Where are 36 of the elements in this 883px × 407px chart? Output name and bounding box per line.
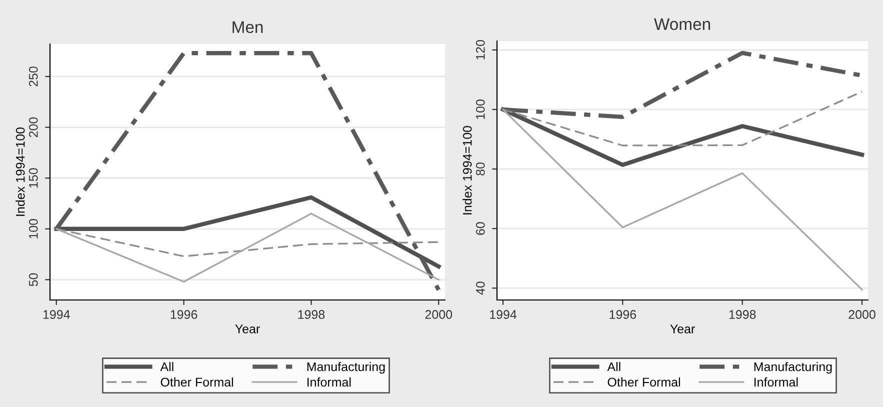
chart-title: Men [232,21,263,34]
x-tick-label: 2000 [848,310,876,319]
y-axis-title: Index 1994=100 [16,127,25,216]
legend-label: Manufacturing [754,362,832,374]
x-axis-title: Year [670,324,695,334]
x-tick-label: 1996 [170,310,198,319]
y-tick-label: 120 [476,40,485,60]
x-tick-label: 2000 [425,310,452,319]
y-tick-label: 250 [28,66,38,86]
y-tick-label: 100 [476,100,485,119]
y-tick-label: 200 [28,117,38,138]
x-tick-label: 1998 [729,310,756,319]
x-tick-label: 1994 [490,310,517,319]
x-tick-label: 1998 [298,310,325,319]
x-tick-label: 1994 [43,310,70,319]
x-tick-label: 1996 [610,310,636,319]
y-tick-label: 60 [476,222,485,235]
y-tick-label: 80 [476,162,485,176]
legend-label: Informal [307,377,351,387]
line-series [502,90,863,146]
y-tick-label: 50 [28,273,38,286]
line-series [56,212,440,283]
legend-label: Manufacturing [307,362,385,374]
chart-title: Women [654,18,710,30]
legend-label: All [607,362,620,372]
y-tick-label: 100 [28,218,38,238]
y-axis-title: Index 1994=100 [462,126,472,214]
legend-label: All [160,362,174,372]
legend-label: Other Formal [608,377,680,387]
y-tick-label: 40 [476,282,485,295]
legend-label: Other Formal [160,377,234,387]
x-axis-title: Year [235,324,260,334]
line-series [56,228,440,258]
line-series [502,108,863,290]
y-tick-label: 150 [28,168,38,188]
legend-label: Informal [754,377,798,387]
